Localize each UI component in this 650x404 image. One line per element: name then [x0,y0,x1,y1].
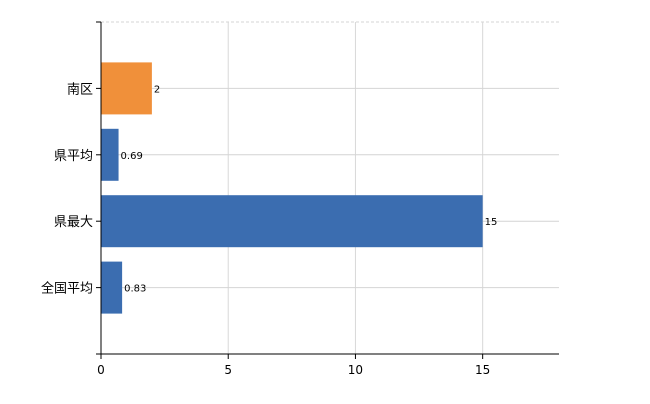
y-tick-label: 県平均 [54,149,93,164]
x-tick-label: 5 [224,363,232,377]
x-tick-label: 0 [97,363,105,377]
x-tick-label: 10 [348,363,363,377]
data-label: 2 [154,84,160,95]
data-label: 15 [485,217,498,228]
y-tick-label: 全国平均 [41,281,93,297]
data-label: 0.69 [121,151,143,162]
y-tick-label: 南区 [67,81,93,97]
bar [101,128,119,181]
x-tick-label: 15 [475,363,490,377]
grid-lines [101,21,559,354]
data-label: 0.83 [124,284,146,295]
bar [101,62,152,115]
bar [101,195,483,248]
y-tick-label: 県最大 [54,215,93,230]
bars: 2 0.69 15 0.83 [101,62,498,314]
bar [101,261,123,314]
